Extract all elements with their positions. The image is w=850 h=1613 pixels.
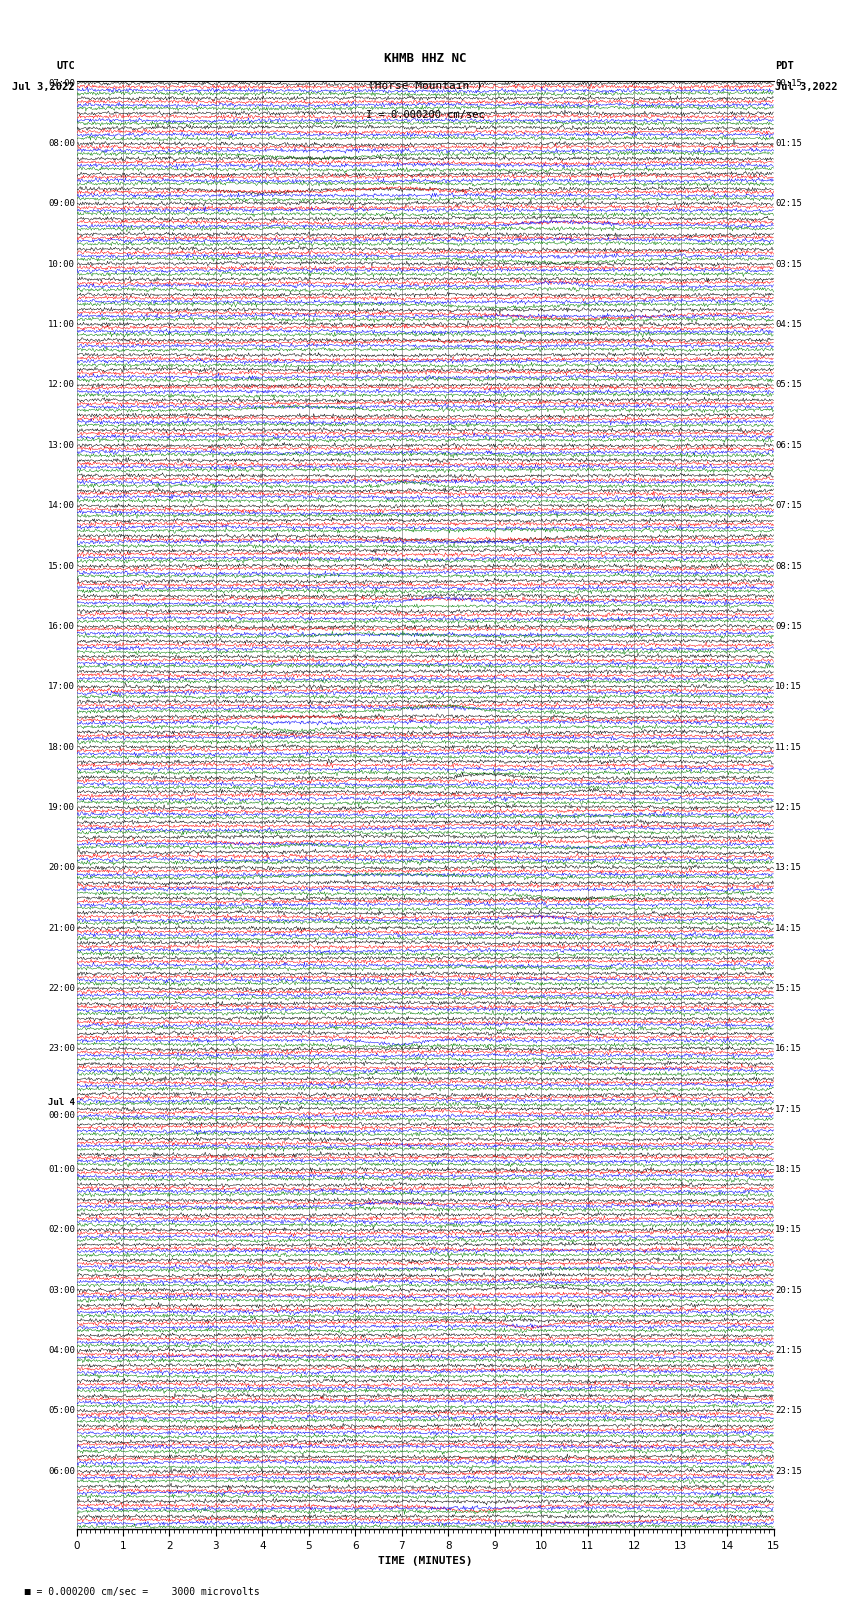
Text: 04:15: 04:15 [775,319,802,329]
Text: 19:00: 19:00 [48,803,75,811]
Text: 05:00: 05:00 [48,1407,75,1416]
Text: 07:15: 07:15 [775,502,802,510]
Text: 10:15: 10:15 [775,682,802,692]
Text: 16:15: 16:15 [775,1044,802,1053]
Text: 17:00: 17:00 [48,682,75,692]
Text: 06:00: 06:00 [48,1466,75,1476]
Text: 11:15: 11:15 [775,742,802,752]
Text: 12:15: 12:15 [775,803,802,811]
Text: 23:15: 23:15 [775,1466,802,1476]
Text: 05:15: 05:15 [775,381,802,389]
Text: UTC: UTC [56,61,75,71]
Text: 07:00: 07:00 [48,79,75,87]
Text: 12:00: 12:00 [48,381,75,389]
Text: 18:00: 18:00 [48,742,75,752]
Text: 14:00: 14:00 [48,502,75,510]
Text: 13:15: 13:15 [775,863,802,873]
Text: 19:15: 19:15 [775,1226,802,1234]
Text: ■ = 0.000200 cm/sec =    3000 microvolts: ■ = 0.000200 cm/sec = 3000 microvolts [13,1587,259,1597]
Text: PDT: PDT [775,61,794,71]
Text: 03:00: 03:00 [48,1286,75,1295]
Text: 08:15: 08:15 [775,561,802,571]
Text: I = 0.000200 cm/sec: I = 0.000200 cm/sec [366,110,484,119]
Text: 00:15: 00:15 [775,79,802,87]
Text: 20:15: 20:15 [775,1286,802,1295]
Text: 01:15: 01:15 [775,139,802,148]
Text: 01:00: 01:00 [48,1165,75,1174]
Text: 08:00: 08:00 [48,139,75,148]
Text: 15:15: 15:15 [775,984,802,994]
X-axis label: TIME (MINUTES): TIME (MINUTES) [377,1557,473,1566]
Text: 18:15: 18:15 [775,1165,802,1174]
Text: Jul 4: Jul 4 [48,1098,75,1108]
Text: 02:00: 02:00 [48,1226,75,1234]
Text: 11:00: 11:00 [48,319,75,329]
Text: 23:00: 23:00 [48,1044,75,1053]
Text: 22:15: 22:15 [775,1407,802,1416]
Text: 03:15: 03:15 [775,260,802,269]
Text: 00:00: 00:00 [48,1111,75,1119]
Text: 06:15: 06:15 [775,440,802,450]
Text: 14:15: 14:15 [775,924,802,932]
Text: 04:00: 04:00 [48,1347,75,1355]
Text: 17:15: 17:15 [775,1105,802,1113]
Text: 21:15: 21:15 [775,1347,802,1355]
Text: 16:00: 16:00 [48,623,75,631]
Text: 09:15: 09:15 [775,623,802,631]
Text: 02:15: 02:15 [775,200,802,208]
Text: (Horse Mountain ): (Horse Mountain ) [367,81,483,90]
Text: 20:00: 20:00 [48,863,75,873]
Text: 15:00: 15:00 [48,561,75,571]
Text: Jul 3,2022: Jul 3,2022 [12,82,75,92]
Text: KHMB HHZ NC: KHMB HHZ NC [383,52,467,65]
Text: 13:00: 13:00 [48,440,75,450]
Text: Jul 3,2022: Jul 3,2022 [775,82,838,92]
Text: 21:00: 21:00 [48,924,75,932]
Text: 10:00: 10:00 [48,260,75,269]
Text: 09:00: 09:00 [48,200,75,208]
Text: 22:00: 22:00 [48,984,75,994]
